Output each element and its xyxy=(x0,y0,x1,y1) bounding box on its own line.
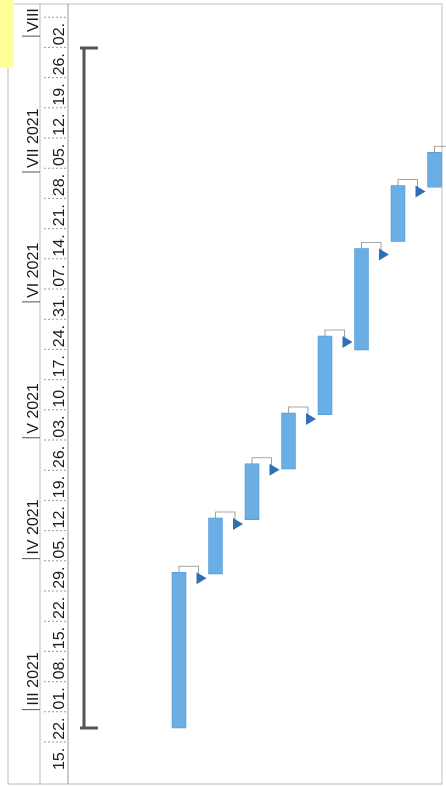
week-label: 12. xyxy=(51,114,68,136)
month-label: VI 2021 xyxy=(25,243,42,298)
week-label: 21. xyxy=(51,204,68,226)
dependency-link xyxy=(434,145,446,153)
task-bar[interactable] xyxy=(244,463,260,520)
week-label: 10. xyxy=(51,385,68,407)
dependency-link xyxy=(215,511,236,524)
week-label: 05. xyxy=(51,144,68,166)
dependency-link xyxy=(324,329,345,342)
dependency-link xyxy=(251,457,272,470)
week-label: 19. xyxy=(51,476,68,498)
dependency-arrow-icon xyxy=(233,518,243,530)
month-label: IV 2021 xyxy=(25,499,42,554)
task-bar[interactable] xyxy=(354,248,369,351)
dependency-arrow-icon xyxy=(306,413,316,425)
task-bar[interactable] xyxy=(208,517,223,575)
task-bar[interactable] xyxy=(317,335,333,415)
dependency-arrow-icon xyxy=(196,572,207,585)
task-bars xyxy=(171,145,446,729)
dependency-arrow-icon xyxy=(379,248,389,261)
header-highlight xyxy=(0,0,14,68)
week-label: 28. xyxy=(51,174,68,196)
week-label: 22. xyxy=(51,718,68,740)
week-label: 31. xyxy=(51,295,68,317)
dependency-arrow-icon xyxy=(269,463,280,476)
week-label: 17. xyxy=(51,355,68,377)
week-label: 15. xyxy=(51,627,68,649)
dependency-arrow-icon xyxy=(342,336,353,348)
week-label: 26. xyxy=(51,53,68,75)
dependency-link xyxy=(397,179,418,192)
month-label: VII 2021 xyxy=(25,108,42,168)
week-label: 22. xyxy=(51,597,68,619)
week-label: 08. xyxy=(51,657,68,679)
task-bar[interactable] xyxy=(281,412,296,470)
task-bar[interactable] xyxy=(171,572,187,729)
task-bar[interactable] xyxy=(427,152,442,188)
week-label: 19. xyxy=(51,83,68,105)
dependency-link xyxy=(178,565,199,579)
timeline-header: 15. 22. 01. 08. 15. 22. 29. 05. 12. 19. 26. 03. 10. 1… xyxy=(22,8,68,770)
task-bar[interactable] xyxy=(390,185,406,242)
week-label: 26. xyxy=(51,446,68,468)
week-label: 05. xyxy=(51,536,68,558)
week-label: 12. xyxy=(51,506,68,528)
month-label: III 2021 xyxy=(25,652,42,705)
week-label: 24. xyxy=(51,325,68,347)
dependency-arrow-icon xyxy=(415,185,426,198)
dependency-link xyxy=(288,406,309,419)
week-label: 29. xyxy=(51,567,68,589)
week-label: 01. xyxy=(51,687,68,709)
week-label: 07. xyxy=(51,265,68,287)
summary-bar[interactable] xyxy=(80,46,98,730)
week-label: 14. xyxy=(51,234,68,256)
chart-frame xyxy=(7,3,443,785)
week-label: 03. xyxy=(51,416,68,438)
month-label: VIII xyxy=(25,8,42,32)
week-label: 15. xyxy=(51,748,68,770)
week-label: 02. xyxy=(51,23,68,45)
month-label: V 2021 xyxy=(25,383,42,434)
dependency-link xyxy=(361,242,382,255)
